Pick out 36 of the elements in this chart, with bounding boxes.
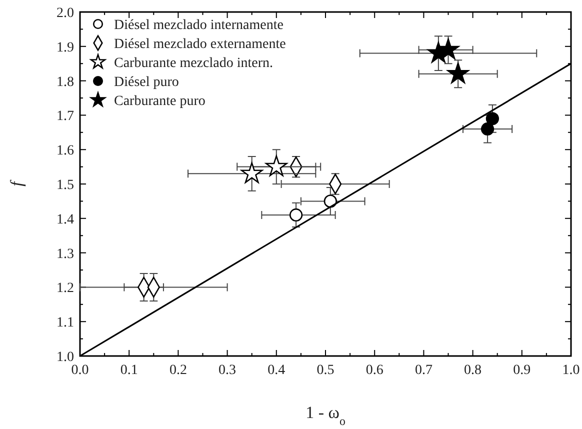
- legend-label: Diésel mezclado internamente: [114, 18, 284, 33]
- x-tick-label: 0.7: [414, 363, 432, 378]
- y-tick-label: 1.7: [56, 109, 74, 124]
- x-tick-label: 0.6: [366, 363, 384, 378]
- y-tick-label: 2.0: [56, 6, 74, 21]
- point: [266, 155, 288, 176]
- x-tick-label: 0.5: [316, 363, 334, 378]
- point: [480, 122, 494, 136]
- x-tick-label: 0.0: [71, 363, 89, 378]
- x-tick-label: 0.4: [268, 363, 286, 378]
- legend-label: Carburante mezclado intern.: [114, 56, 273, 71]
- point: [437, 38, 460, 60]
- x-tick-label: 0.3: [218, 363, 236, 378]
- x-axis-title: 1 - ω$_{o}$: [306, 403, 346, 428]
- y-axis-title: f: [7, 179, 26, 186]
- y-tick-label: 1.8: [56, 74, 74, 90]
- y-tick-label: 1.6: [56, 144, 74, 159]
- y-tick-label: 1.0: [56, 350, 74, 365]
- x-tick-label: 0.2: [169, 363, 187, 378]
- point: [240, 162, 263, 184]
- y-tick-label: 1.1: [56, 316, 74, 331]
- x-tick-label: 1.0: [562, 363, 580, 378]
- y-tick-label: 1.2: [56, 281, 74, 296]
- point: [289, 208, 303, 222]
- x-tick-label: 0.1: [120, 363, 138, 378]
- y-tick-label: 1.9: [56, 40, 74, 56]
- legend-label: Diésel puro: [114, 75, 179, 90]
- point: [324, 194, 337, 208]
- y-tick-label: 1.5: [56, 178, 74, 193]
- x-tick-label: 0.8: [464, 363, 482, 378]
- legend-label: Carburante puro: [114, 94, 206, 109]
- legend-label: Diésel mezclado externamente: [114, 37, 286, 52]
- point: [447, 62, 469, 84]
- y-tick-label: 1.3: [56, 246, 74, 262]
- x-tick-label: 0.9: [513, 363, 531, 378]
- y-tick-label: 1.4: [56, 212, 74, 228]
